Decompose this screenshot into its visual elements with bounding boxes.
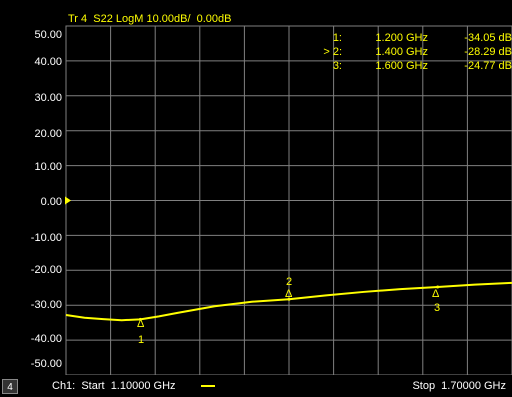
marker-frequency: 1.200 GHz [375, 32, 428, 44]
start-frequency[interactable]: Ch1: Start 1.10000 GHz [52, 380, 176, 392]
marker-3-label: 3 [434, 302, 441, 314]
marker-id: > 2: [323, 46, 342, 58]
marker-id: 1: [332, 32, 342, 44]
marker-value: -24.77 dB [464, 60, 512, 72]
marker-value: -34.05 dB [464, 32, 512, 44]
marker-row-1[interactable]: 1: 1.200 GHz -34.05 dB [316, 31, 512, 45]
marker-1-label: 1 [138, 334, 145, 346]
marker-value: -28.29 dB [464, 46, 512, 58]
reference-level-icon[interactable] [65, 196, 71, 205]
marker-3-delta-icon[interactable]: Δ [432, 288, 440, 300]
marker-1-delta-icon[interactable]: Δ [137, 318, 145, 330]
marker-1-point[interactable] [138, 317, 142, 321]
marker-2-delta-icon[interactable]: Δ [285, 288, 293, 300]
marker-2-point[interactable] [287, 297, 291, 301]
stop-frequency[interactable]: Stop 1.70000 GHz [412, 380, 506, 392]
marker-table: 1: 1.200 GHz -34.05 dB > 2: 1.400 GHz -2… [316, 31, 512, 73]
marker-row-2[interactable]: > 2: 1.400 GHz -28.29 dB [316, 45, 512, 59]
marker-frequency: 1.600 GHz [375, 60, 428, 72]
trace-title[interactable]: Tr 4 S22 LogM 10.00dB/ 0.00dB [68, 13, 232, 25]
status-bar: 4 Ch1: Start 1.10000 GHz Stop 1.70000 GH… [0, 375, 512, 397]
trace-color-indicator [201, 385, 215, 387]
marker-id: 3: [332, 60, 342, 72]
trace-line[interactable] [65, 281, 512, 322]
marker-row-3[interactable]: 3: 1.600 GHz -24.77 dB [316, 59, 512, 73]
marker-frequency: 1.400 GHz [375, 46, 428, 58]
marker-3-point[interactable] [436, 285, 440, 289]
channel-number-badge[interactable]: 4 [2, 379, 18, 394]
marker-2-label: 2 [286, 276, 293, 288]
